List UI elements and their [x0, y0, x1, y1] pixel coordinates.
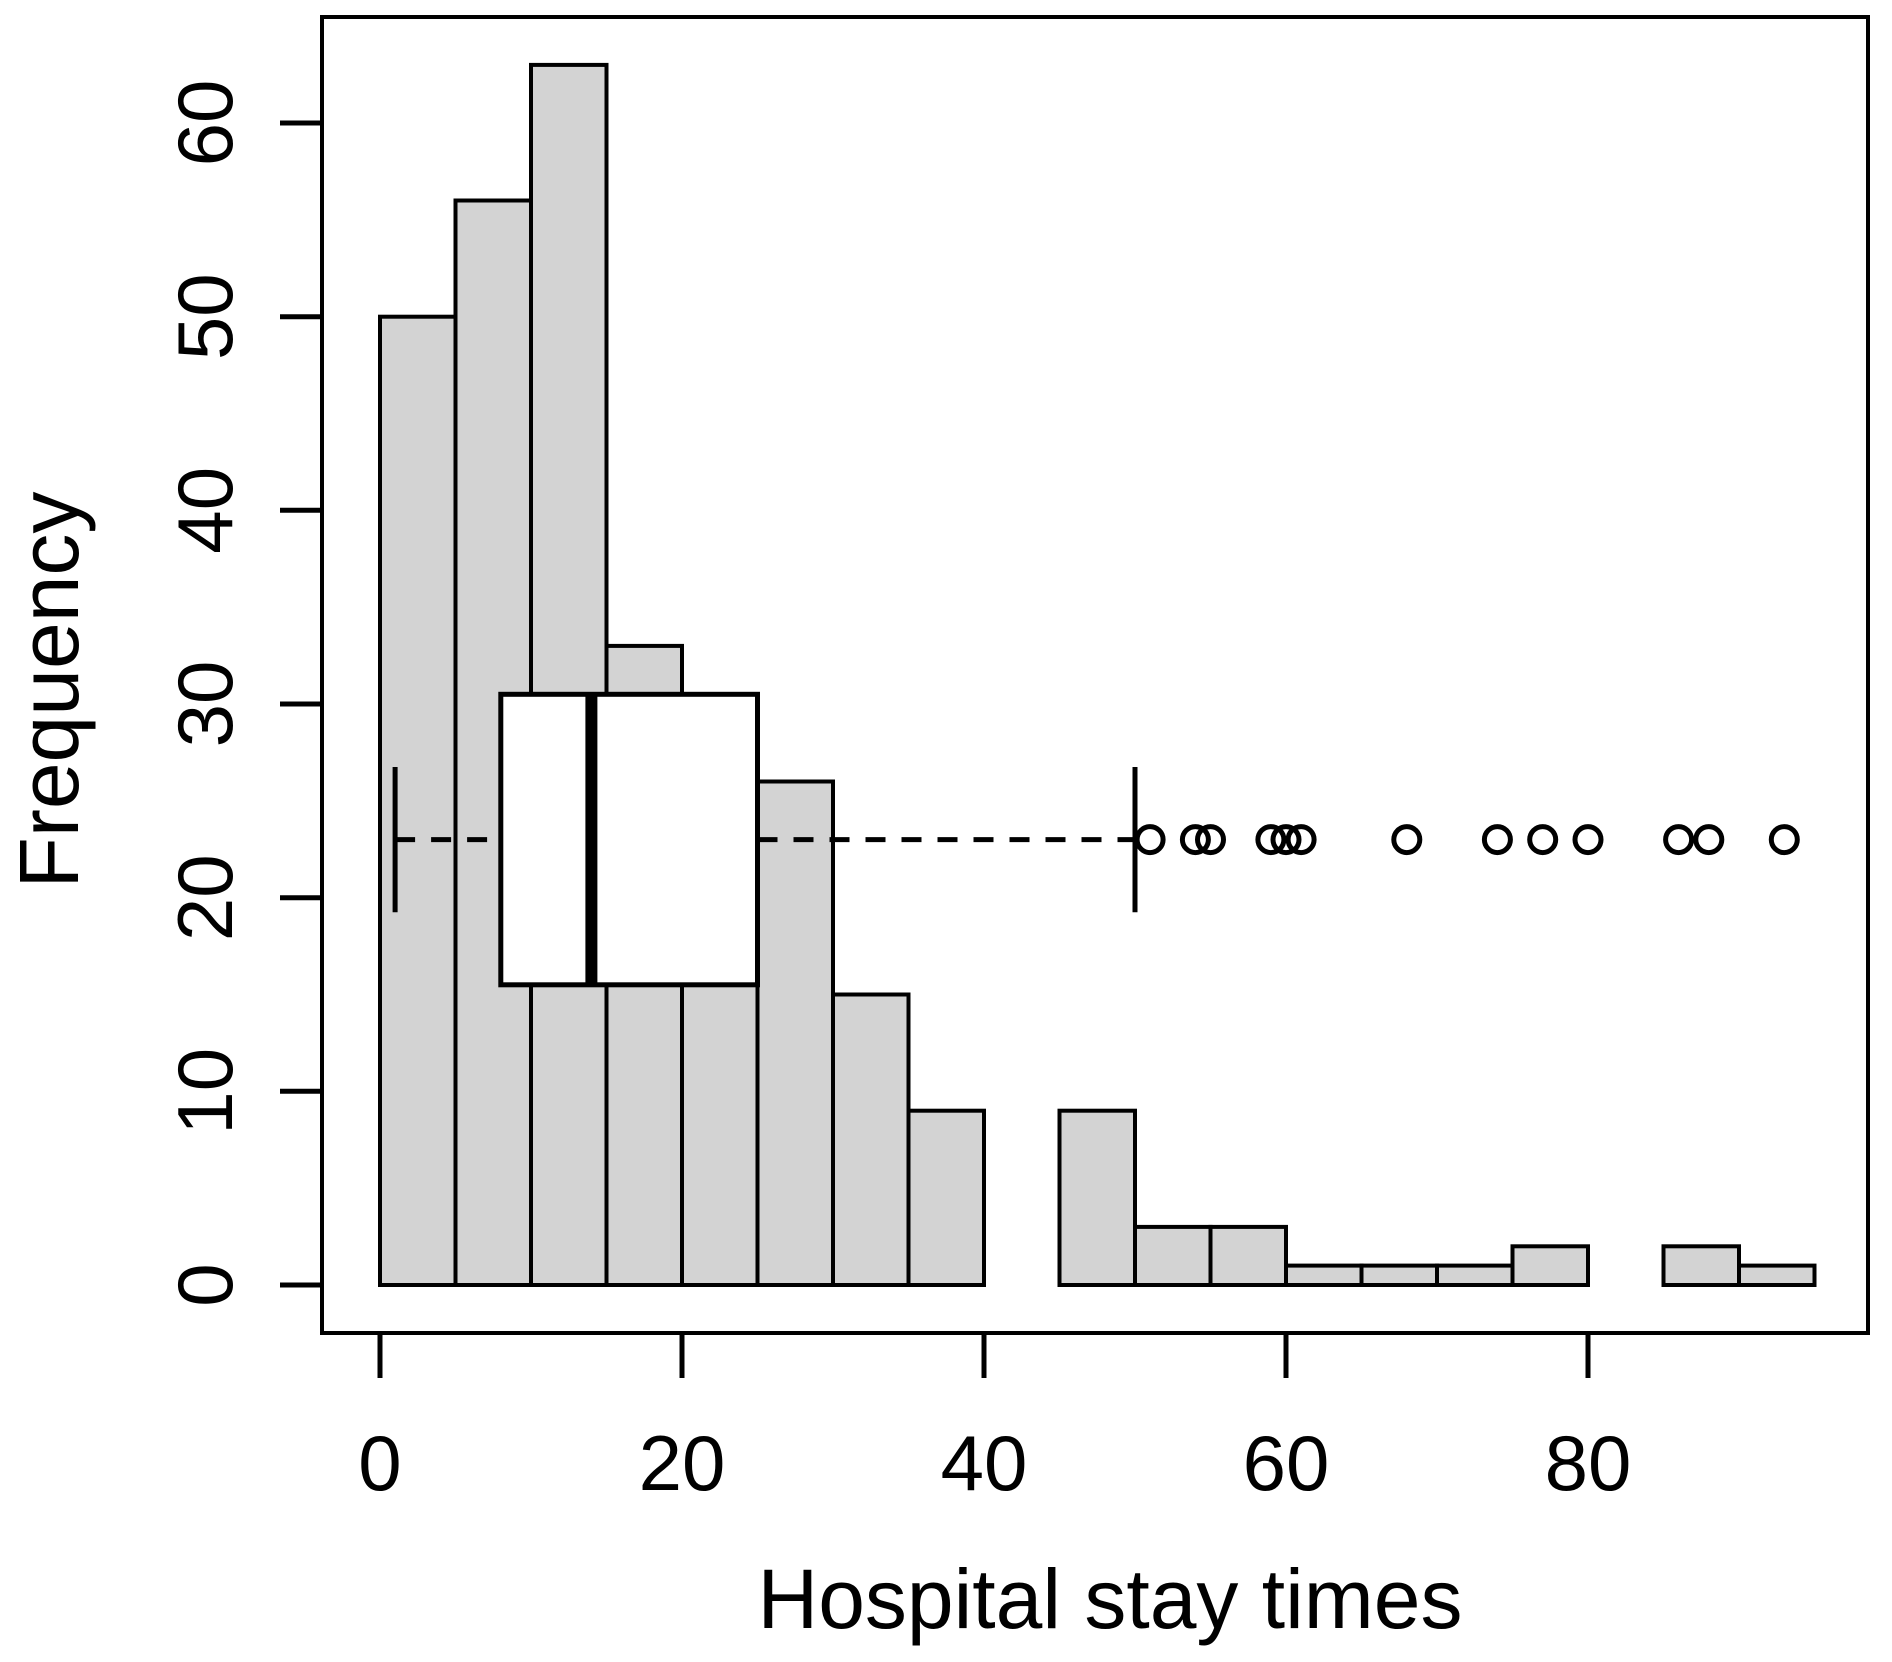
outlier-point [1391, 824, 1423, 856]
histogram-bar [1284, 1263, 1364, 1287]
outlier-point [1481, 824, 1513, 856]
histogram-bar [831, 992, 911, 1287]
x-axis-tick-label: 40 [941, 1419, 1028, 1507]
outlier-point [1527, 824, 1559, 856]
outlier-point [1768, 824, 1800, 856]
histogram-bar [378, 314, 458, 1287]
outlier-point [1285, 824, 1317, 856]
histogram-bar [529, 62, 609, 1287]
y-axis-title: Frequency [2, 492, 96, 889]
y-axis-tick-label: 0 [161, 1263, 249, 1306]
outlier-point [1572, 824, 1604, 856]
histogram-bar [755, 779, 835, 1287]
histogram-bar [906, 1108, 986, 1287]
outlier-point [1195, 824, 1226, 856]
x-axis-tick-label: 0 [358, 1419, 401, 1507]
histogram-bar [1435, 1263, 1515, 1287]
outlier-point [1134, 824, 1166, 856]
x-axis-ticks-group: 0 20 40 60 80 [358, 1333, 1631, 1507]
histogram-bar [1510, 1244, 1590, 1288]
x-axis-tick-label: 20 [639, 1419, 726, 1507]
histogram-bar [1057, 1108, 1137, 1287]
outlier-point [1270, 824, 1302, 856]
outlier-point [1255, 824, 1287, 856]
outlier-point [1663, 824, 1695, 856]
y-axis-tick-label: 10 [161, 1048, 249, 1135]
histogram-bar [1208, 1224, 1288, 1288]
histogram-bars-group [378, 62, 1817, 1288]
boxplot-group [392, 691, 1138, 988]
boxplot-outliers-group [1134, 824, 1800, 856]
outlier-point [1179, 824, 1211, 856]
histogram-bar [1359, 1263, 1439, 1287]
y-axis-tick-label: 60 [161, 80, 249, 167]
y-axis-tick-label: 40 [161, 467, 249, 554]
y-axis-ticks-group: 0 10 20 30 40 50 60 [161, 80, 322, 1307]
plot-border [320, 15, 1870, 1335]
plot-border-group [320, 15, 1870, 1335]
y-axis-tick-label: 20 [161, 854, 249, 941]
y-axis-tick-label: 30 [161, 661, 249, 748]
histogram-bar [1737, 1263, 1817, 1287]
x-axis-tick-label: 80 [1545, 1419, 1632, 1507]
x-axis-tick-label: 60 [1243, 1419, 1330, 1507]
x-axis-title: Hospital stay times [758, 1552, 1463, 1646]
histogram-bar [1133, 1224, 1213, 1288]
outlier-point [1693, 824, 1725, 856]
boxplot-box [498, 691, 760, 988]
histogram-bar [1661, 1244, 1741, 1288]
y-axis-tick-label: 50 [161, 273, 249, 360]
